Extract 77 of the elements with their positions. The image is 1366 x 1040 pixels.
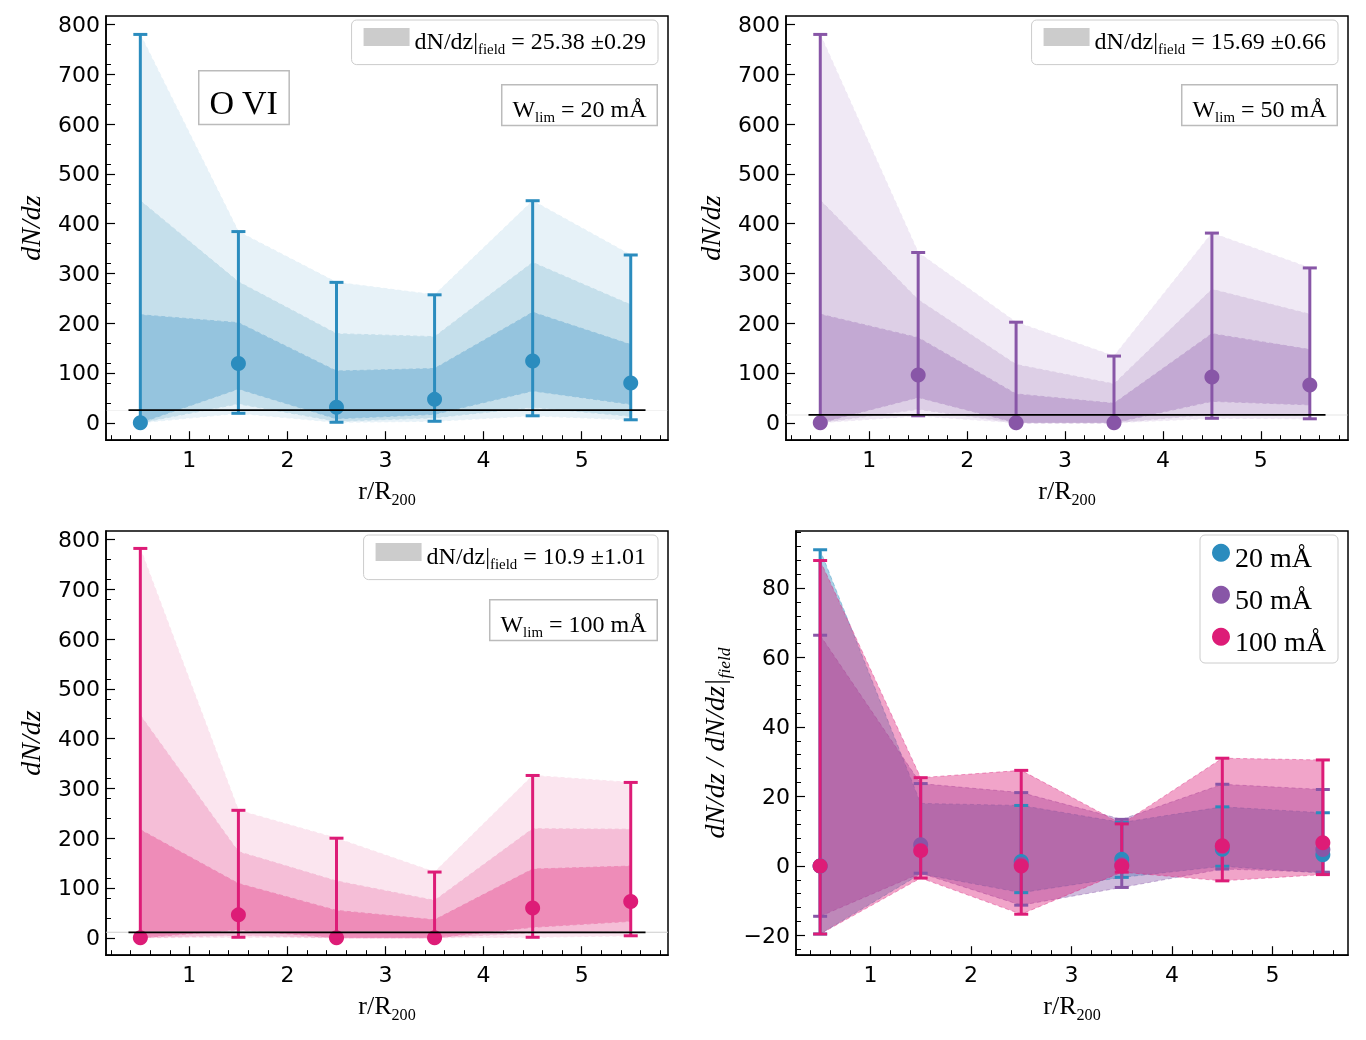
point bbox=[910, 367, 926, 383]
point bbox=[1302, 377, 1318, 393]
point bbox=[525, 900, 541, 916]
x-tick-label: 1 bbox=[182, 446, 197, 472]
y-tick-label: 500 bbox=[738, 161, 780, 187]
y-tick-label: 400 bbox=[58, 726, 100, 752]
y-tick-label: 80 bbox=[762, 575, 790, 601]
y-tick-label: 0 bbox=[766, 410, 780, 436]
y-tick-label: 0 bbox=[776, 853, 790, 879]
y-tick-label: 100 bbox=[738, 360, 780, 386]
point bbox=[230, 356, 246, 372]
point bbox=[1204, 369, 1220, 385]
y-axis-title: dN/dz / dN/dz|field bbox=[699, 647, 734, 839]
y-tick-label: 400 bbox=[58, 211, 100, 237]
x-tick-label: 3 bbox=[1058, 446, 1073, 472]
y-tick-label: −20 bbox=[743, 922, 790, 948]
point bbox=[132, 415, 148, 431]
legend-label: 50 mÅ bbox=[1235, 583, 1313, 615]
x-tick-label: 3 bbox=[378, 961, 393, 987]
point bbox=[623, 375, 639, 391]
x-tick-label: 5 bbox=[574, 446, 589, 472]
y-tick-label: 300 bbox=[738, 260, 780, 286]
y-tick-label: 300 bbox=[58, 775, 100, 801]
x-tick-label: 1 bbox=[862, 446, 877, 472]
y-tick-label: 600 bbox=[58, 111, 100, 137]
point bbox=[1315, 835, 1331, 851]
point bbox=[230, 907, 246, 923]
y-tick-label: 800 bbox=[58, 11, 100, 37]
x-tick-label: 2 bbox=[280, 446, 295, 472]
y-tick-label: 100 bbox=[58, 875, 100, 901]
x-tick-label: 2 bbox=[963, 961, 978, 987]
y-tick-label: 500 bbox=[58, 676, 100, 702]
x-tick-label: 5 bbox=[1253, 446, 1268, 472]
x-tick-label: 2 bbox=[960, 446, 975, 472]
y-tick-label: 40 bbox=[762, 714, 790, 740]
y-axis-title: dN/dz bbox=[14, 710, 46, 776]
point bbox=[525, 353, 541, 369]
y-axis-title: dN/dz bbox=[14, 195, 46, 261]
y-tick-label: 200 bbox=[738, 310, 780, 336]
x-tick-label: 4 bbox=[476, 961, 491, 987]
y-tick-label: 800 bbox=[58, 526, 100, 552]
y-tick-label: 700 bbox=[58, 576, 100, 602]
legend-label: 100 mÅ bbox=[1235, 625, 1327, 657]
y-tick-label: 60 bbox=[762, 644, 790, 670]
legend-label: 20 mÅ bbox=[1235, 541, 1313, 573]
y-tick-label: 600 bbox=[738, 111, 780, 137]
y-axis-title: dN/dz bbox=[694, 195, 726, 261]
x-tick-label: 3 bbox=[378, 446, 393, 472]
x-tick-label: 5 bbox=[1265, 961, 1280, 987]
y-tick-label: 200 bbox=[58, 310, 100, 336]
y-tick-label: 0 bbox=[86, 925, 100, 951]
x-tick-label: 2 bbox=[280, 961, 295, 987]
x-tick-label: 3 bbox=[1064, 961, 1079, 987]
y-tick-label: 700 bbox=[58, 61, 100, 87]
point bbox=[1106, 415, 1122, 431]
x-tick-label: 1 bbox=[863, 961, 878, 987]
point bbox=[623, 893, 639, 909]
y-tick-label: 20 bbox=[762, 783, 790, 809]
y-tick-label: 0 bbox=[86, 410, 100, 436]
y-tick-label: 500 bbox=[58, 161, 100, 187]
x-tick-label: 4 bbox=[476, 446, 491, 472]
y-tick-label: 300 bbox=[58, 260, 100, 286]
y-tick-label: 800 bbox=[738, 11, 780, 37]
x-tick-label: 4 bbox=[1155, 446, 1170, 472]
x-tick-label: 4 bbox=[1165, 961, 1180, 987]
y-tick-label: 400 bbox=[738, 211, 780, 237]
y-tick-label: 600 bbox=[58, 626, 100, 652]
annotation: O VI bbox=[209, 84, 278, 122]
y-tick-label: 700 bbox=[738, 61, 780, 87]
x-tick-label: 5 bbox=[574, 961, 589, 987]
y-tick-label: 200 bbox=[58, 825, 100, 851]
point bbox=[913, 843, 929, 859]
point bbox=[1008, 415, 1024, 431]
x-tick-label: 1 bbox=[182, 961, 197, 987]
point bbox=[812, 415, 828, 431]
point bbox=[427, 391, 443, 407]
y-tick-label: 100 bbox=[58, 360, 100, 386]
